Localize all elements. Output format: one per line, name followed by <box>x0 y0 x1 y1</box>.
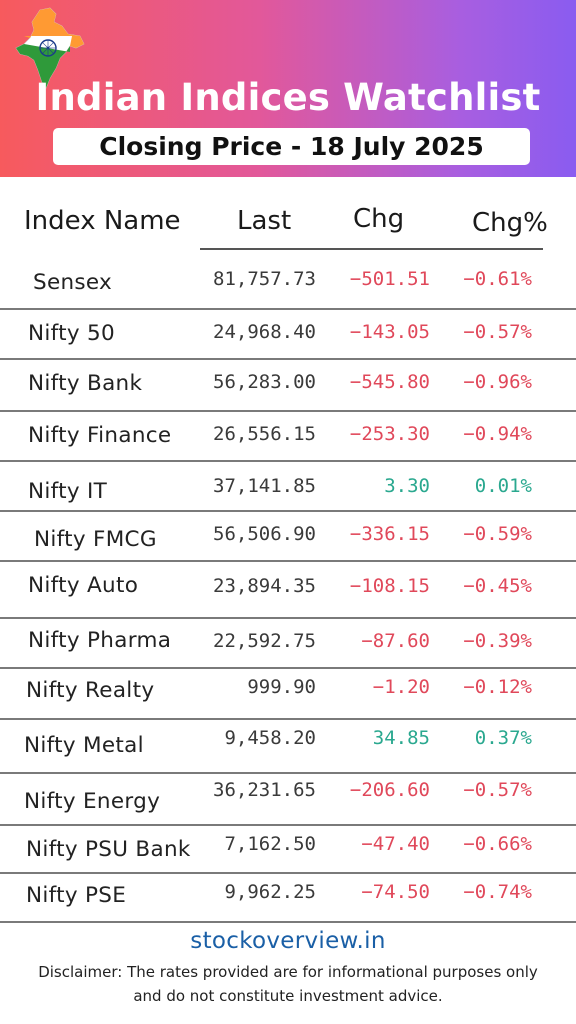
change-percent: −0.66% <box>463 833 532 855</box>
row-divider <box>0 510 576 512</box>
last-price: 23,894.35 <box>213 575 316 597</box>
last-price: 9,458.20 <box>224 727 316 749</box>
site-link[interactable]: stockoverview.in <box>190 928 386 954</box>
change-percent: −0.74% <box>463 881 532 903</box>
change-value: −47.40 <box>361 833 430 855</box>
table-row: Nifty IT 37,141.85 3.30 0.01% <box>0 461 576 512</box>
last-price: 37,141.85 <box>213 475 316 497</box>
change-percent: −0.59% <box>463 523 532 545</box>
row-divider <box>0 358 576 360</box>
index-name: Nifty 50 <box>28 321 115 346</box>
index-name: Nifty FMCG <box>34 527 157 552</box>
column-header-chg-pct: Chg% <box>472 208 548 238</box>
row-divider <box>0 772 576 774</box>
table-row: Nifty 50 24,968.40 −143.05 −0.57% <box>0 309 576 360</box>
row-divider <box>0 667 576 669</box>
change-value: 34.85 <box>372 727 430 749</box>
change-percent: −0.45% <box>463 575 532 597</box>
page-subtitle: Closing Price - 18 July 2025 <box>99 132 484 161</box>
last-price: 999.90 <box>247 676 316 698</box>
table-row: Nifty PSU Bank 7,162.50 −47.40 −0.66% <box>0 825 576 874</box>
index-name: Nifty PSE <box>26 883 127 908</box>
subtitle-box: Closing Price - 18 July 2025 <box>53 128 530 165</box>
change-value: −1.20 <box>372 676 430 698</box>
column-header-last: Last <box>237 206 292 236</box>
index-name: Nifty IT <box>28 479 108 504</box>
change-percent: −0.12% <box>463 676 532 698</box>
table-row: Sensex 81,757.73 −501.51 −0.61% <box>0 252 576 310</box>
page-title: Indian Indices Watchlist <box>35 76 541 119</box>
row-divider <box>0 718 576 720</box>
change-percent: −0.61% <box>463 268 532 290</box>
last-price: 36,231.65 <box>213 779 316 801</box>
index-name: Nifty Finance <box>28 423 172 448</box>
change-percent: −0.57% <box>463 321 532 343</box>
index-name: Nifty Bank <box>28 371 143 396</box>
disclaimer-text: Disclaimer: The rates provided are for i… <box>38 963 538 1005</box>
change-value: −253.30 <box>349 423 430 445</box>
change-percent: −0.94% <box>463 423 532 445</box>
index-name: Nifty Metal <box>24 733 144 758</box>
row-divider <box>0 921 576 923</box>
row-divider <box>0 824 576 826</box>
india-map-flag-icon <box>15 7 85 89</box>
table-row: Nifty Energy 36,231.65 −206.60 −0.57% <box>0 773 576 826</box>
change-percent: −0.96% <box>463 371 532 393</box>
index-name: Nifty PSU Bank <box>26 837 191 862</box>
change-value: −336.15 <box>349 523 430 545</box>
table-row: Nifty Realty 999.90 −1.20 −0.12% <box>0 668 576 720</box>
row-divider <box>0 460 576 462</box>
change-value: −143.05 <box>349 321 430 343</box>
last-price: 9,962.25 <box>224 881 316 903</box>
table-row: Nifty Metal 9,458.20 34.85 0.37% <box>0 719 576 774</box>
row-divider <box>0 308 576 310</box>
row-divider <box>0 410 576 412</box>
change-value: −74.50 <box>361 881 430 903</box>
last-price: 7,162.50 <box>224 833 316 855</box>
table-row: Nifty Bank 56,283.00 −545.80 −0.96% <box>0 359 576 412</box>
row-divider <box>0 560 576 562</box>
row-divider <box>0 872 576 874</box>
change-percent: −0.57% <box>463 779 532 801</box>
change-value: 3.30 <box>384 475 430 497</box>
index-name: Nifty Energy <box>24 789 161 814</box>
table-row: Nifty Auto 23,894.35 −108.15 −0.45% <box>0 561 576 619</box>
change-percent: 0.01% <box>474 475 532 497</box>
change-value: −545.80 <box>349 371 430 393</box>
column-header-index-name: Index Name <box>24 206 181 236</box>
index-name: Nifty Auto <box>28 573 139 598</box>
change-value: −108.15 <box>349 575 430 597</box>
change-value: −501.51 <box>349 268 430 290</box>
last-price: 56,506.90 <box>213 523 316 545</box>
change-value: −87.60 <box>361 630 430 652</box>
table-row: Nifty Pharma 22,592.75 −87.60 −0.39% <box>0 618 576 669</box>
last-price: 56,283.00 <box>213 371 316 393</box>
header-banner: Indian Indices Watchlist Closing Price -… <box>0 0 576 177</box>
change-percent: −0.39% <box>463 630 532 652</box>
last-price: 22,592.75 <box>213 630 316 652</box>
table-row: Nifty PSE 9,962.25 −74.50 −0.74% <box>0 873 576 923</box>
index-name: Nifty Pharma <box>28 628 172 653</box>
table-row: Nifty FMCG 56,506.90 −336.15 −0.59% <box>0 511 576 562</box>
change-value: −206.60 <box>349 779 430 801</box>
row-divider <box>0 617 576 619</box>
index-name: Nifty Realty <box>26 678 155 703</box>
last-price: 26,556.15 <box>213 423 316 445</box>
change-percent: 0.37% <box>474 727 532 749</box>
header-divider <box>200 248 543 250</box>
table-row: Nifty Finance 26,556.15 −253.30 −0.94% <box>0 411 576 462</box>
column-header-chg: Chg <box>353 204 405 234</box>
last-price: 81,757.73 <box>213 268 316 290</box>
last-price: 24,968.40 <box>213 321 316 343</box>
index-name: Sensex <box>33 270 113 295</box>
